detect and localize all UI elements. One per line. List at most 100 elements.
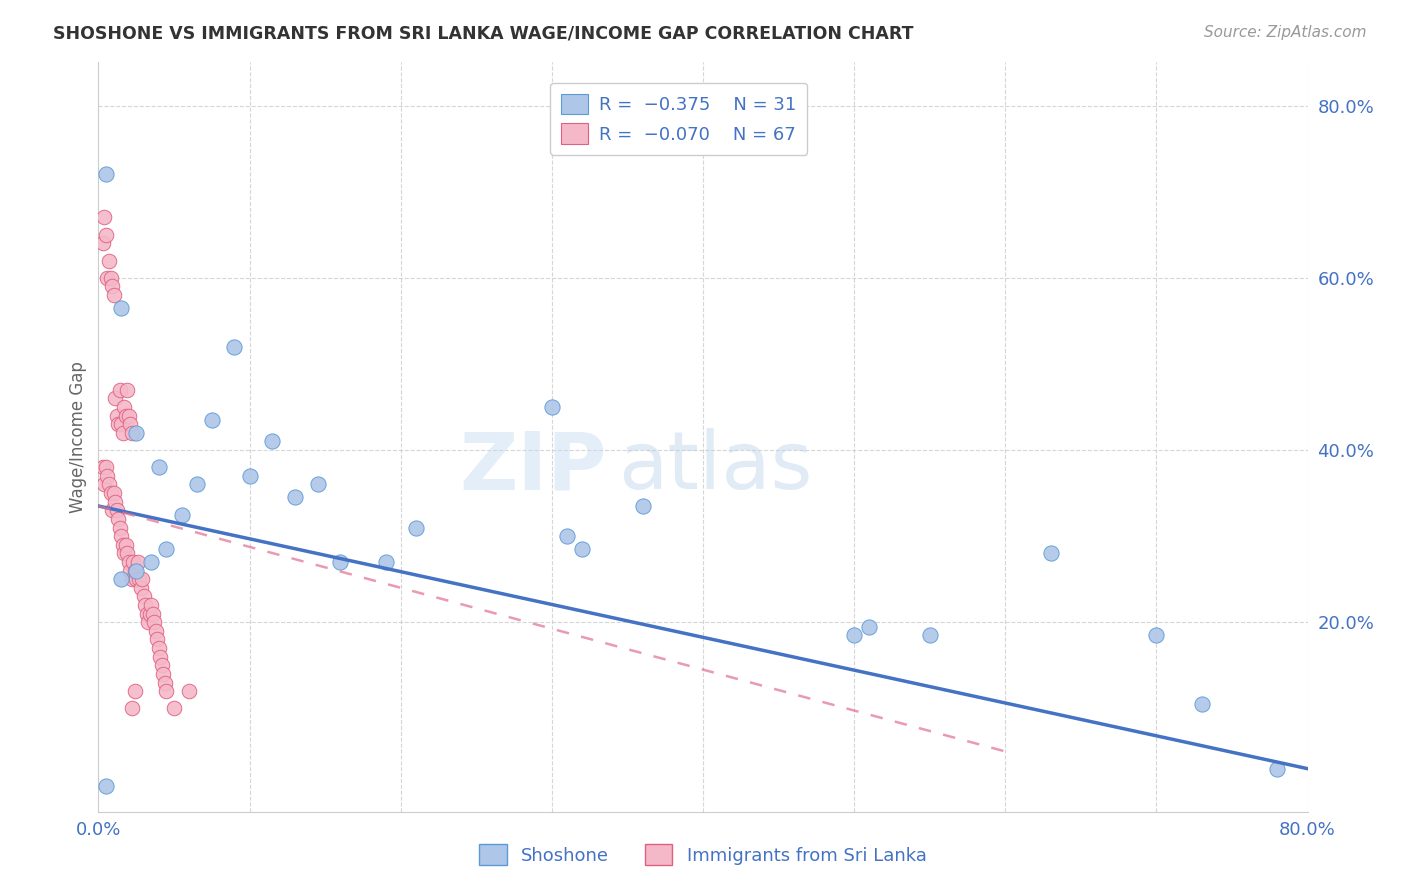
Point bbox=[143, 615, 166, 630]
Point bbox=[100, 270, 122, 285]
Point bbox=[121, 701, 143, 715]
Point bbox=[153, 675, 176, 690]
Point bbox=[115, 383, 138, 397]
Point bbox=[120, 417, 142, 432]
Y-axis label: Wage/Income Gap: Wage/Income Gap bbox=[69, 361, 87, 513]
Point bbox=[1039, 546, 1062, 560]
Point bbox=[262, 434, 284, 449]
Point bbox=[103, 288, 125, 302]
Point bbox=[94, 779, 117, 793]
Point bbox=[631, 499, 654, 513]
Point bbox=[134, 598, 156, 612]
Point bbox=[105, 409, 128, 423]
Point bbox=[93, 211, 115, 225]
Point bbox=[145, 624, 167, 638]
Point bbox=[107, 512, 129, 526]
Point bbox=[179, 684, 201, 698]
Point bbox=[101, 279, 124, 293]
Point bbox=[146, 632, 169, 647]
Point bbox=[1191, 697, 1213, 711]
Point bbox=[141, 598, 163, 612]
Point bbox=[94, 460, 117, 475]
Point bbox=[186, 477, 208, 491]
Point bbox=[110, 572, 132, 586]
Point bbox=[125, 564, 148, 578]
Point bbox=[128, 572, 150, 586]
Point bbox=[94, 168, 117, 182]
Text: SHOSHONE VS IMMIGRANTS FROM SRI LANKA WAGE/INCOME GAP CORRELATION CHART: SHOSHONE VS IMMIGRANTS FROM SRI LANKA WA… bbox=[53, 25, 914, 43]
Point bbox=[555, 529, 578, 543]
Point bbox=[148, 460, 170, 475]
Point bbox=[129, 581, 152, 595]
Point bbox=[405, 520, 427, 534]
Point bbox=[110, 529, 132, 543]
Point bbox=[91, 460, 114, 475]
Point bbox=[104, 494, 127, 508]
Point bbox=[135, 607, 157, 621]
Point bbox=[121, 425, 143, 440]
Point bbox=[224, 340, 246, 354]
Point bbox=[111, 538, 134, 552]
Point bbox=[307, 477, 329, 491]
Point bbox=[115, 546, 138, 560]
Point bbox=[155, 542, 177, 557]
Point bbox=[124, 564, 146, 578]
Text: atlas: atlas bbox=[619, 428, 813, 506]
Point bbox=[96, 468, 118, 483]
Point bbox=[122, 555, 145, 569]
Point bbox=[101, 503, 124, 517]
Point bbox=[239, 468, 262, 483]
Point bbox=[201, 413, 224, 427]
Point bbox=[170, 508, 193, 522]
Point bbox=[127, 555, 149, 569]
Legend: R =  −0.375    N = 31, R =  −0.070    N = 67: R = −0.375 N = 31, R = −0.070 N = 67 bbox=[550, 83, 807, 155]
Point bbox=[111, 425, 134, 440]
Point bbox=[132, 590, 155, 604]
Point bbox=[93, 477, 115, 491]
Point bbox=[110, 301, 132, 315]
Point bbox=[148, 641, 170, 656]
Point bbox=[104, 392, 127, 406]
Point bbox=[96, 270, 118, 285]
Point bbox=[112, 546, 135, 560]
Point bbox=[118, 409, 141, 423]
Point bbox=[125, 572, 148, 586]
Point bbox=[105, 503, 128, 517]
Point bbox=[108, 383, 131, 397]
Point bbox=[94, 227, 117, 242]
Point bbox=[120, 564, 142, 578]
Point bbox=[142, 607, 165, 621]
Point bbox=[858, 619, 880, 633]
Point bbox=[284, 491, 307, 505]
Point bbox=[118, 555, 141, 569]
Point bbox=[103, 486, 125, 500]
Point bbox=[163, 701, 186, 715]
Point bbox=[139, 607, 162, 621]
Point bbox=[114, 409, 136, 423]
Legend: Shoshone, Immigrants from Sri Lanka: Shoshone, Immigrants from Sri Lanka bbox=[472, 837, 934, 872]
Point bbox=[100, 486, 122, 500]
Point bbox=[107, 417, 129, 432]
Point bbox=[141, 555, 163, 569]
Point bbox=[918, 628, 941, 642]
Point bbox=[1144, 628, 1167, 642]
Point bbox=[1267, 762, 1289, 776]
Point bbox=[98, 253, 121, 268]
Point bbox=[374, 555, 396, 569]
Point bbox=[91, 236, 114, 251]
Point bbox=[571, 542, 593, 557]
Point bbox=[108, 520, 131, 534]
Point bbox=[150, 658, 173, 673]
Point bbox=[136, 615, 159, 630]
Text: Source: ZipAtlas.com: Source: ZipAtlas.com bbox=[1204, 25, 1367, 40]
Text: ZIP: ZIP bbox=[458, 428, 606, 506]
Point bbox=[114, 538, 136, 552]
Point bbox=[98, 477, 121, 491]
Point bbox=[152, 667, 174, 681]
Point bbox=[121, 572, 143, 586]
Point bbox=[131, 572, 153, 586]
Point bbox=[125, 425, 148, 440]
Point bbox=[110, 417, 132, 432]
Point bbox=[124, 684, 146, 698]
Point bbox=[112, 400, 135, 414]
